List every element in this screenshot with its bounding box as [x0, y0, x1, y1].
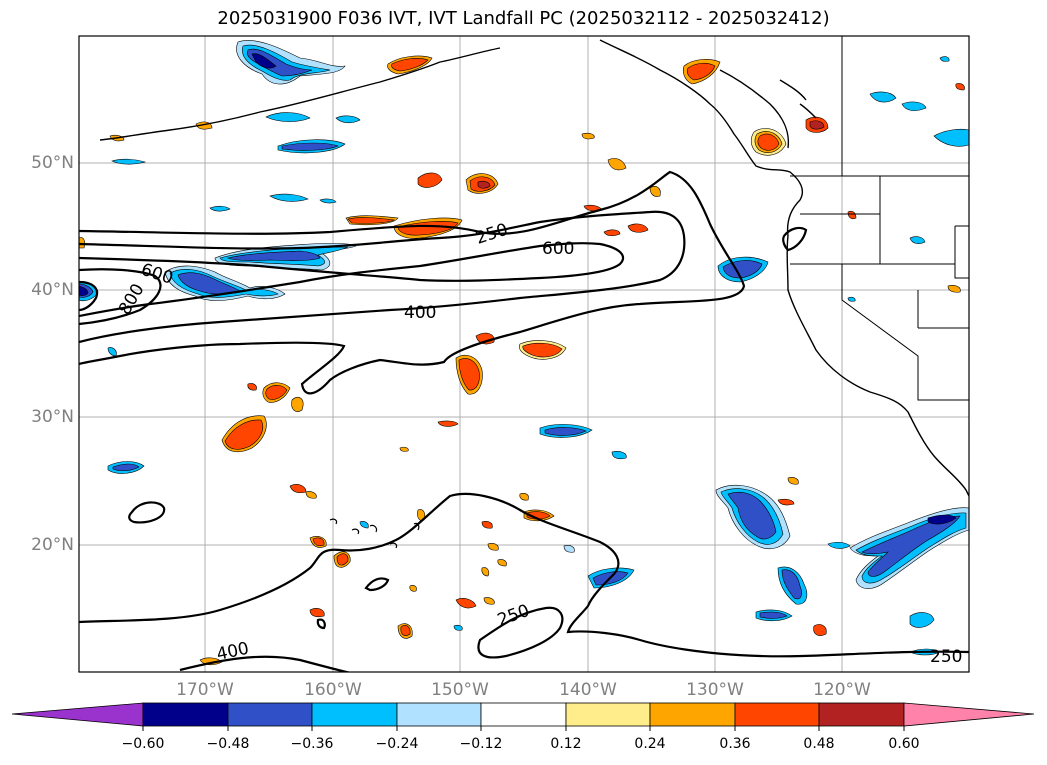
contour-label-250-east: 250 [930, 647, 962, 667]
colorbar-tick: −0.12 [459, 736, 503, 752]
colorbar-tick: −0.60 [121, 736, 165, 752]
lat-label-50n: 50°N [31, 153, 74, 173]
contour-label-400-mid: 400 [404, 303, 436, 323]
colorbar-tick: 0.24 [634, 736, 666, 752]
lat-label-30n: 30°N [31, 407, 74, 427]
negative-pc-fill [79, 40, 969, 656]
colorbar-extend-high [903, 702, 1035, 727]
colorbar-extend-low [11, 702, 144, 727]
colorbar-tick: 0.60 [888, 736, 920, 752]
positive-pc-fill [79, 55, 965, 666]
colorbar [11, 702, 1035, 731]
islands [329, 518, 420, 549]
ivt-contours [79, 170, 969, 672]
contour-label-600-east: 600 [542, 239, 574, 259]
colorbar-tick: 0.48 [803, 736, 835, 752]
colorbar-tick: 0.12 [550, 736, 582, 752]
lon-label-170w: 170°W [176, 680, 234, 700]
lon-label-150w: 150°W [431, 680, 489, 700]
colorbar-tick: 0.36 [719, 736, 751, 752]
map-title: 2025031900 F036 IVT, IVT Landfall PC (20… [217, 8, 830, 29]
lat-label-20n: 20°N [31, 535, 74, 555]
state-borders [790, 36, 969, 401]
coastlines [99, 39, 969, 497]
map-frame [78, 35, 970, 673]
colorbar-tick: −0.48 [206, 736, 250, 752]
colorbar-tick: −0.24 [375, 736, 419, 752]
lon-label-130w: 130°W [686, 680, 744, 700]
colorbar-tick: −0.36 [290, 736, 334, 752]
lon-label-140w: 140°W [559, 680, 617, 700]
lat-label-40n: 40°N [31, 280, 74, 300]
lon-label-120w: 120°W [813, 680, 871, 700]
lon-label-160w: 160°W [304, 680, 362, 700]
